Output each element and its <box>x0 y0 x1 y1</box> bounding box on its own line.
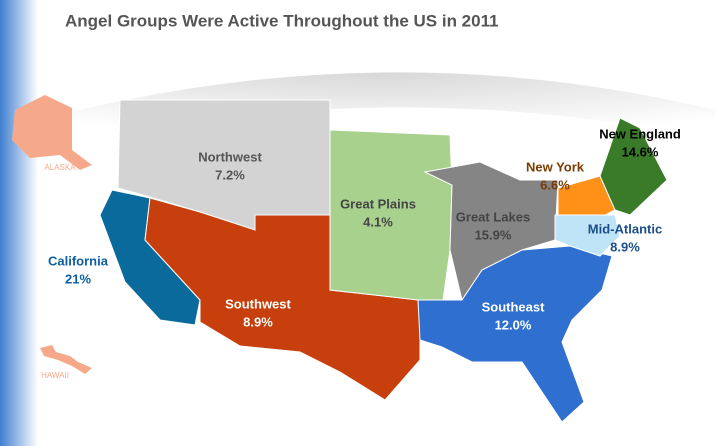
region <box>599 117 668 216</box>
labels: Northwest 7.2% California 21% Southwest 8.9% G… <box>41 126 681 380</box>
region-share: 21% <box>65 271 91 286</box>
region-name: Great Lakes <box>456 209 530 224</box>
region-share: 4.1% <box>363 214 393 229</box>
region-name: Northwest <box>198 149 262 164</box>
region-name: Southwest <box>225 296 291 311</box>
region-share: 8.9% <box>243 314 273 329</box>
region <box>554 214 621 257</box>
region <box>12 95 92 170</box>
region-name: Mid-Atlantic <box>588 221 662 236</box>
region-name: New England <box>599 126 681 141</box>
region-name: California <box>48 253 109 268</box>
region-name: Southeast <box>482 299 546 314</box>
region-name: New York <box>526 159 585 174</box>
region <box>40 345 92 374</box>
region-name: HAWAII <box>41 371 69 380</box>
region-share: 6.6% <box>540 177 570 192</box>
region-share: 12.0% <box>495 317 532 332</box>
region-name: ALASKA <box>44 163 76 172</box>
region-name: Great Plains <box>340 196 416 211</box>
regions <box>12 95 668 423</box>
region-share: 8.9% <box>610 239 640 254</box>
region-share: 14.6% <box>622 144 659 159</box>
side-strip <box>0 0 38 446</box>
region-share: 7.2% <box>215 167 245 182</box>
region-share: 15.9% <box>475 227 512 242</box>
region <box>557 175 616 216</box>
title: Angel Groups Were Active Throughout the … <box>65 11 499 30</box>
background-arch <box>40 72 715 150</box>
region <box>417 245 613 423</box>
region <box>144 197 421 401</box>
